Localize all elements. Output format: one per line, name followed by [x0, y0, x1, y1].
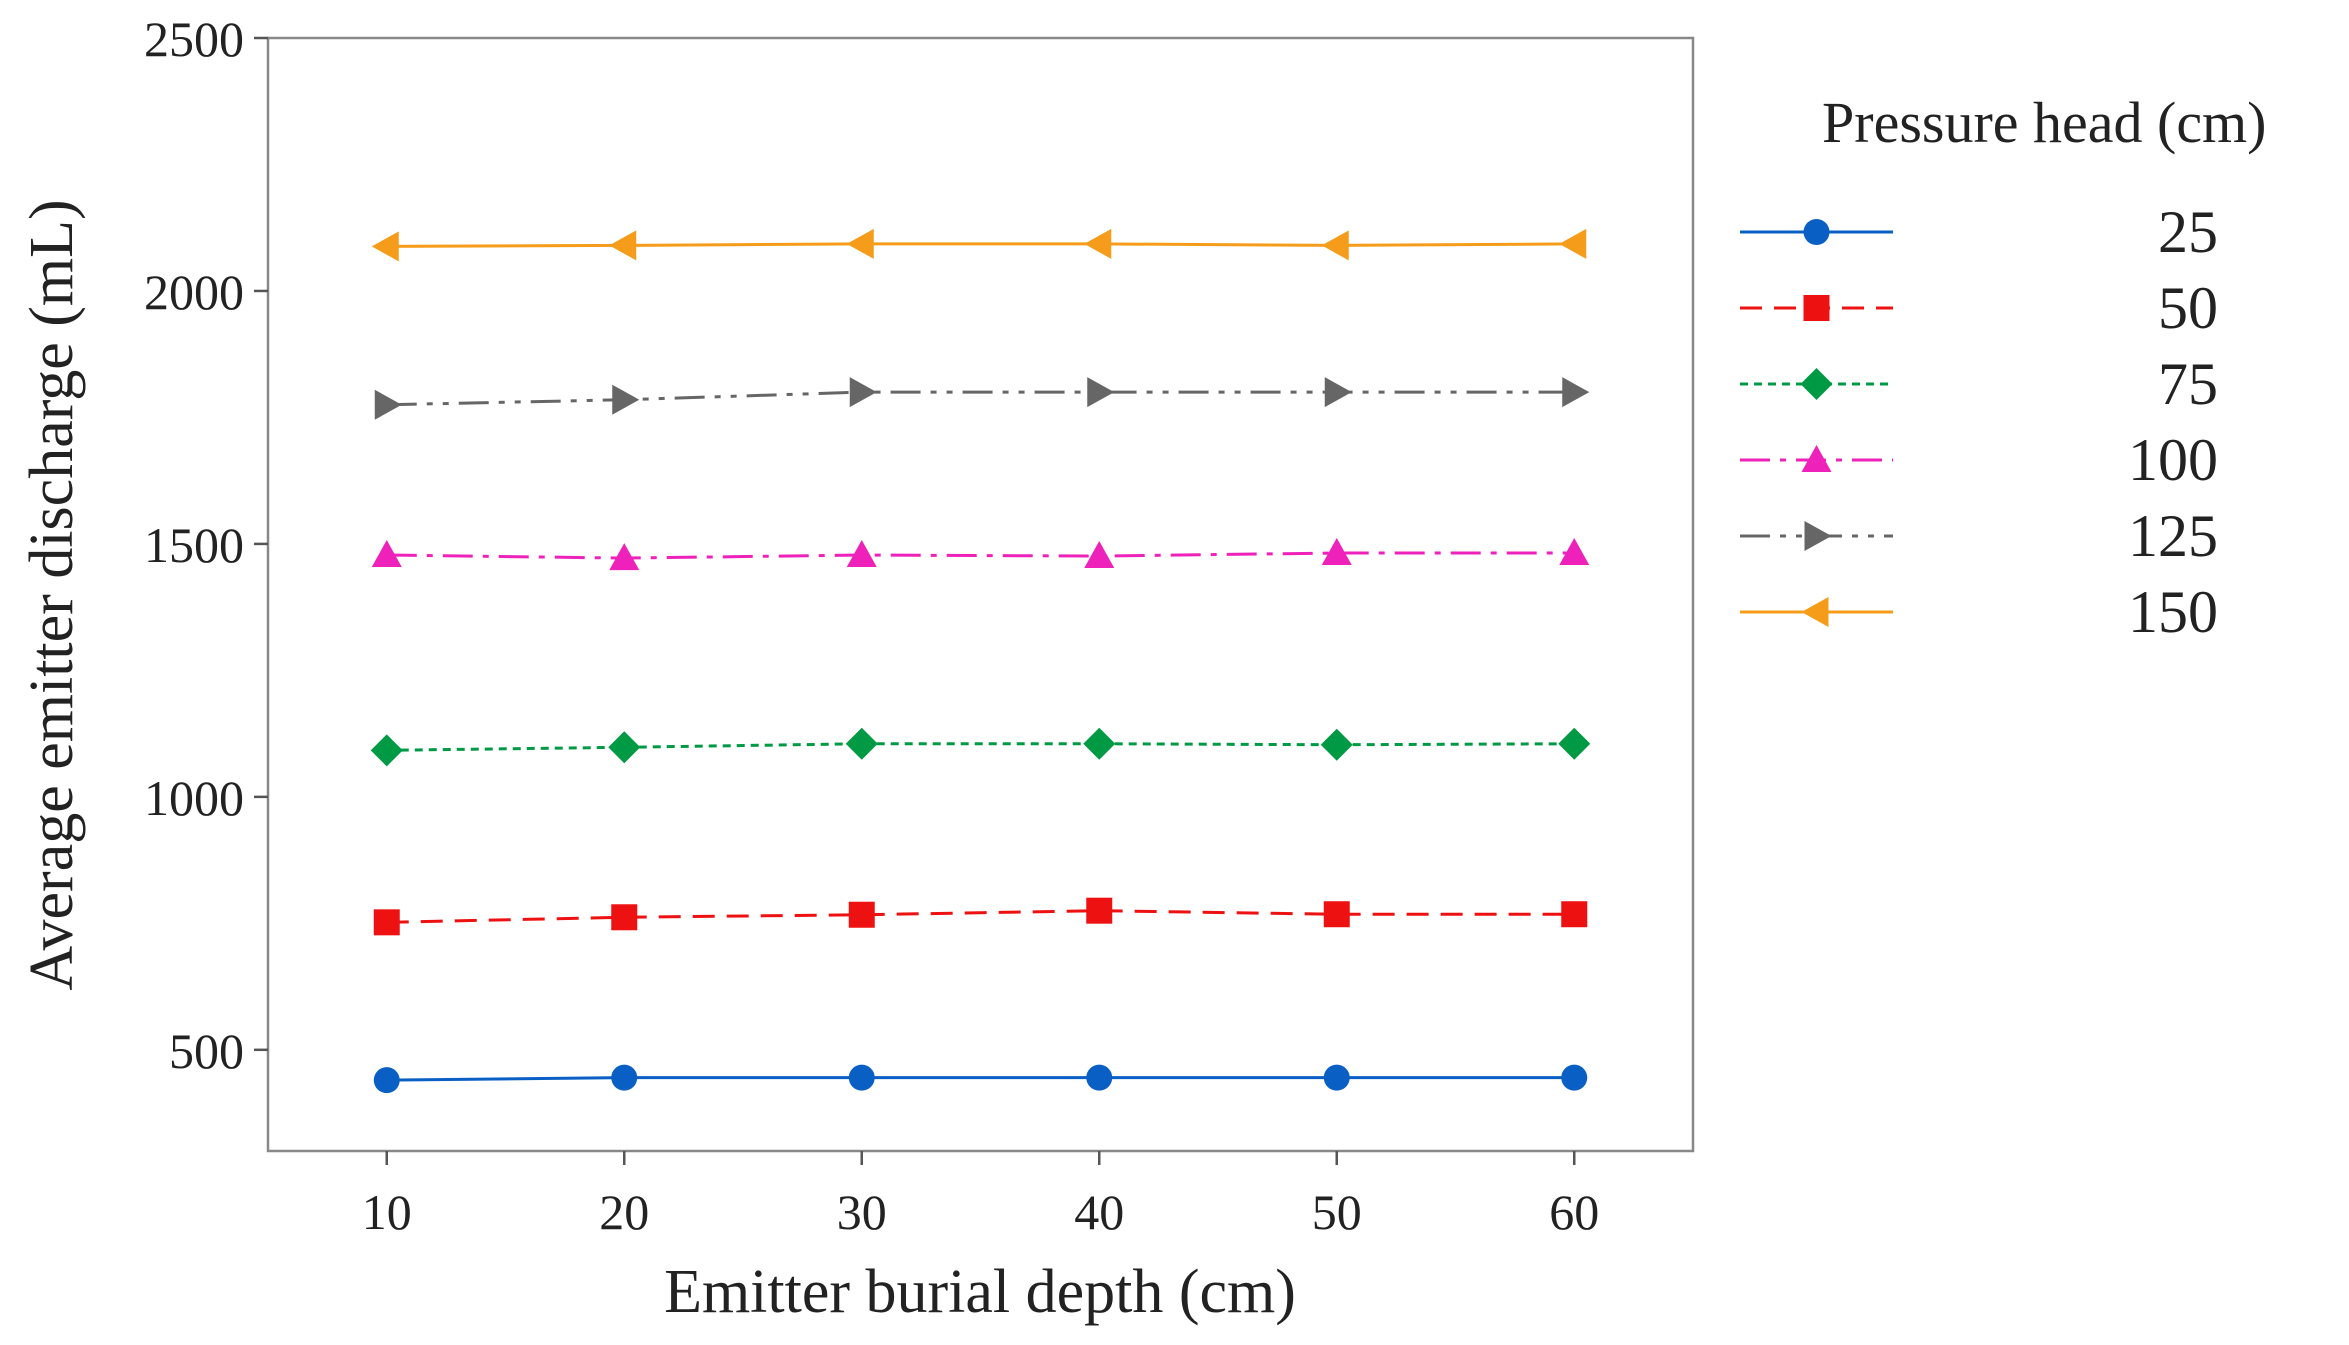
legend-entry-100: 100 — [1740, 427, 2218, 493]
series-100 — [371, 538, 1590, 571]
data-point-50 — [1561, 901, 1588, 928]
data-point-100 — [1321, 538, 1352, 566]
legend-label: 125 — [2128, 503, 2218, 569]
y-axis-ticks: 500 1000 1500 2000 2500 — [144, 11, 268, 1079]
data-point-125 — [1562, 377, 1590, 408]
legend-marker — [1804, 521, 1832, 551]
data-point-150 — [1559, 228, 1587, 259]
data-point-125 — [374, 389, 402, 420]
data-point-150 — [609, 230, 637, 261]
y-tick-label: 1000 — [144, 770, 244, 826]
x-tick-label: 10 — [362, 1184, 412, 1240]
legend-label: 50 — [2158, 275, 2218, 341]
legend-label: 75 — [2158, 351, 2218, 417]
data-point-150 — [846, 228, 874, 259]
data-point-150 — [371, 231, 399, 262]
data-point-125 — [612, 384, 640, 415]
data-point-25 — [1086, 1064, 1113, 1091]
data-point-75 — [608, 731, 641, 764]
series-125 — [374, 377, 1590, 420]
data-point-150 — [1084, 228, 1112, 259]
legend-marker — [1801, 597, 1829, 627]
legend-label: 25 — [2158, 199, 2218, 265]
x-axis-label: Emitter burial depth (cm) — [664, 1258, 1296, 1326]
series-line-125 — [386, 390, 1575, 407]
series-25 — [373, 1064, 1588, 1094]
data-point-25 — [1323, 1064, 1350, 1091]
data-point-150 — [1321, 230, 1349, 261]
data-point-125 — [1087, 377, 1115, 408]
data-point-50 — [848, 901, 875, 928]
data-point-100 — [609, 543, 640, 571]
legend-entry-25: 25 — [1740, 199, 2218, 265]
series-75 — [370, 727, 1591, 767]
legend-label: 150 — [2128, 579, 2218, 645]
data-point-100 — [846, 540, 877, 568]
data-point-25 — [611, 1064, 638, 1091]
data-point-100 — [1559, 538, 1590, 566]
legend-marker — [1801, 445, 1832, 472]
data-point-125 — [1324, 377, 1352, 408]
data-point-50 — [1323, 901, 1350, 928]
data-point-75 — [1558, 727, 1591, 760]
y-axis-label: Average emitter discharge (mL) — [18, 199, 86, 990]
series-layer — [370, 228, 1591, 1094]
x-tick-label: 50 — [1312, 1184, 1362, 1240]
legend-label: 100 — [2128, 427, 2218, 493]
data-point-50 — [611, 904, 638, 931]
plot-area — [266, 36, 1695, 1153]
series-line-25 — [386, 1076, 1575, 1082]
data-point-50 — [1086, 897, 1113, 924]
series-line-100 — [386, 551, 1575, 560]
legend-entry-125: 125 — [1740, 503, 2218, 569]
data-point-25 — [1561, 1064, 1588, 1091]
x-tick-label: 20 — [599, 1184, 649, 1240]
data-point-75 — [370, 734, 403, 767]
data-point-75 — [1083, 727, 1116, 760]
legend-entry-75: 75 — [1740, 351, 2218, 417]
y-tick-label: 1500 — [144, 517, 244, 573]
legend: Pressure head (cm) 25 50 75 100 125 150 — [1740, 90, 2267, 645]
x-tick-label: 60 — [1549, 1184, 1599, 1240]
series-line-50 — [386, 909, 1575, 924]
y-tick-label: 2000 — [144, 264, 244, 320]
x-tick-label: 40 — [1074, 1184, 1124, 1240]
x-axis-ticks: 10 20 30 40 50 60 — [362, 1151, 1599, 1240]
data-point-25 — [848, 1064, 875, 1091]
series-150 — [371, 228, 1587, 262]
data-point-100 — [1084, 541, 1115, 569]
series-line-75 — [386, 742, 1575, 752]
data-point-25 — [373, 1067, 400, 1094]
legend-marker — [1800, 368, 1833, 400]
y-tick-label: 500 — [169, 1023, 244, 1079]
data-point-75 — [1320, 728, 1353, 761]
data-point-125 — [849, 377, 877, 408]
legend-marker — [1803, 219, 1830, 245]
series-line-150 — [386, 242, 1575, 248]
x-tick-label: 30 — [837, 1184, 887, 1240]
data-point-100 — [371, 540, 402, 568]
legend-entry-50: 50 — [1740, 275, 2218, 341]
series-50 — [373, 897, 1588, 936]
legend-entry-150: 150 — [1740, 579, 2218, 645]
y-tick-label: 2500 — [144, 11, 244, 67]
data-point-50 — [373, 909, 400, 936]
legend-title: Pressure head (cm) — [1822, 90, 2267, 155]
data-point-75 — [845, 727, 878, 760]
legend-marker — [1803, 295, 1830, 321]
